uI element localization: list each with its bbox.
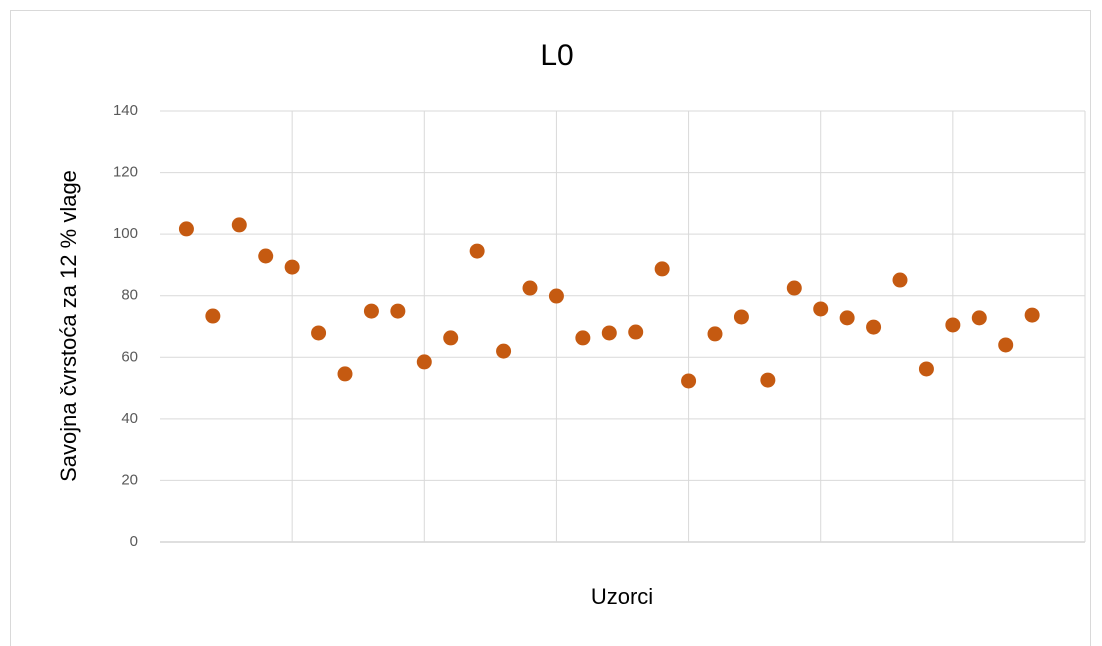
y-tick-label: 140 <box>113 102 138 119</box>
point <box>416 354 432 370</box>
point <box>945 317 961 333</box>
point <box>231 217 247 233</box>
point <box>575 330 591 346</box>
y-tick-label: 20 <box>121 471 138 488</box>
point <box>786 280 802 296</box>
point <box>839 310 855 326</box>
point <box>918 361 934 377</box>
point <box>311 325 327 341</box>
point <box>469 243 485 259</box>
chart-title: L0 <box>540 39 573 72</box>
point <box>971 310 987 326</box>
y-tick-label: 40 <box>121 410 138 427</box>
y-axis-label: Savojna čvrstoća za 12 % vlage <box>56 170 81 482</box>
point <box>363 303 379 319</box>
point <box>813 301 829 317</box>
point <box>522 280 538 296</box>
point <box>654 261 670 277</box>
point <box>443 330 459 346</box>
y-tick-label: 120 <box>113 164 138 181</box>
point <box>178 221 194 237</box>
point <box>998 337 1014 353</box>
point <box>337 366 353 382</box>
point <box>866 319 882 335</box>
chart-frame <box>10 10 1091 646</box>
point <box>733 309 749 325</box>
point <box>892 272 908 288</box>
y-tick-label: 0 <box>130 533 138 550</box>
point <box>496 343 512 359</box>
y-tick-label: 60 <box>121 348 138 365</box>
point <box>628 324 644 340</box>
point <box>1024 307 1040 323</box>
point <box>681 373 697 389</box>
point <box>707 326 723 342</box>
point <box>284 259 300 275</box>
point <box>760 372 776 388</box>
point <box>258 248 274 264</box>
y-tick-label: 100 <box>113 225 138 242</box>
point <box>205 308 221 324</box>
point <box>548 288 564 304</box>
y-tick-label: 80 <box>121 287 138 304</box>
point <box>390 303 406 319</box>
point <box>601 325 617 341</box>
x-axis-label: Uzorci <box>591 584 653 609</box>
